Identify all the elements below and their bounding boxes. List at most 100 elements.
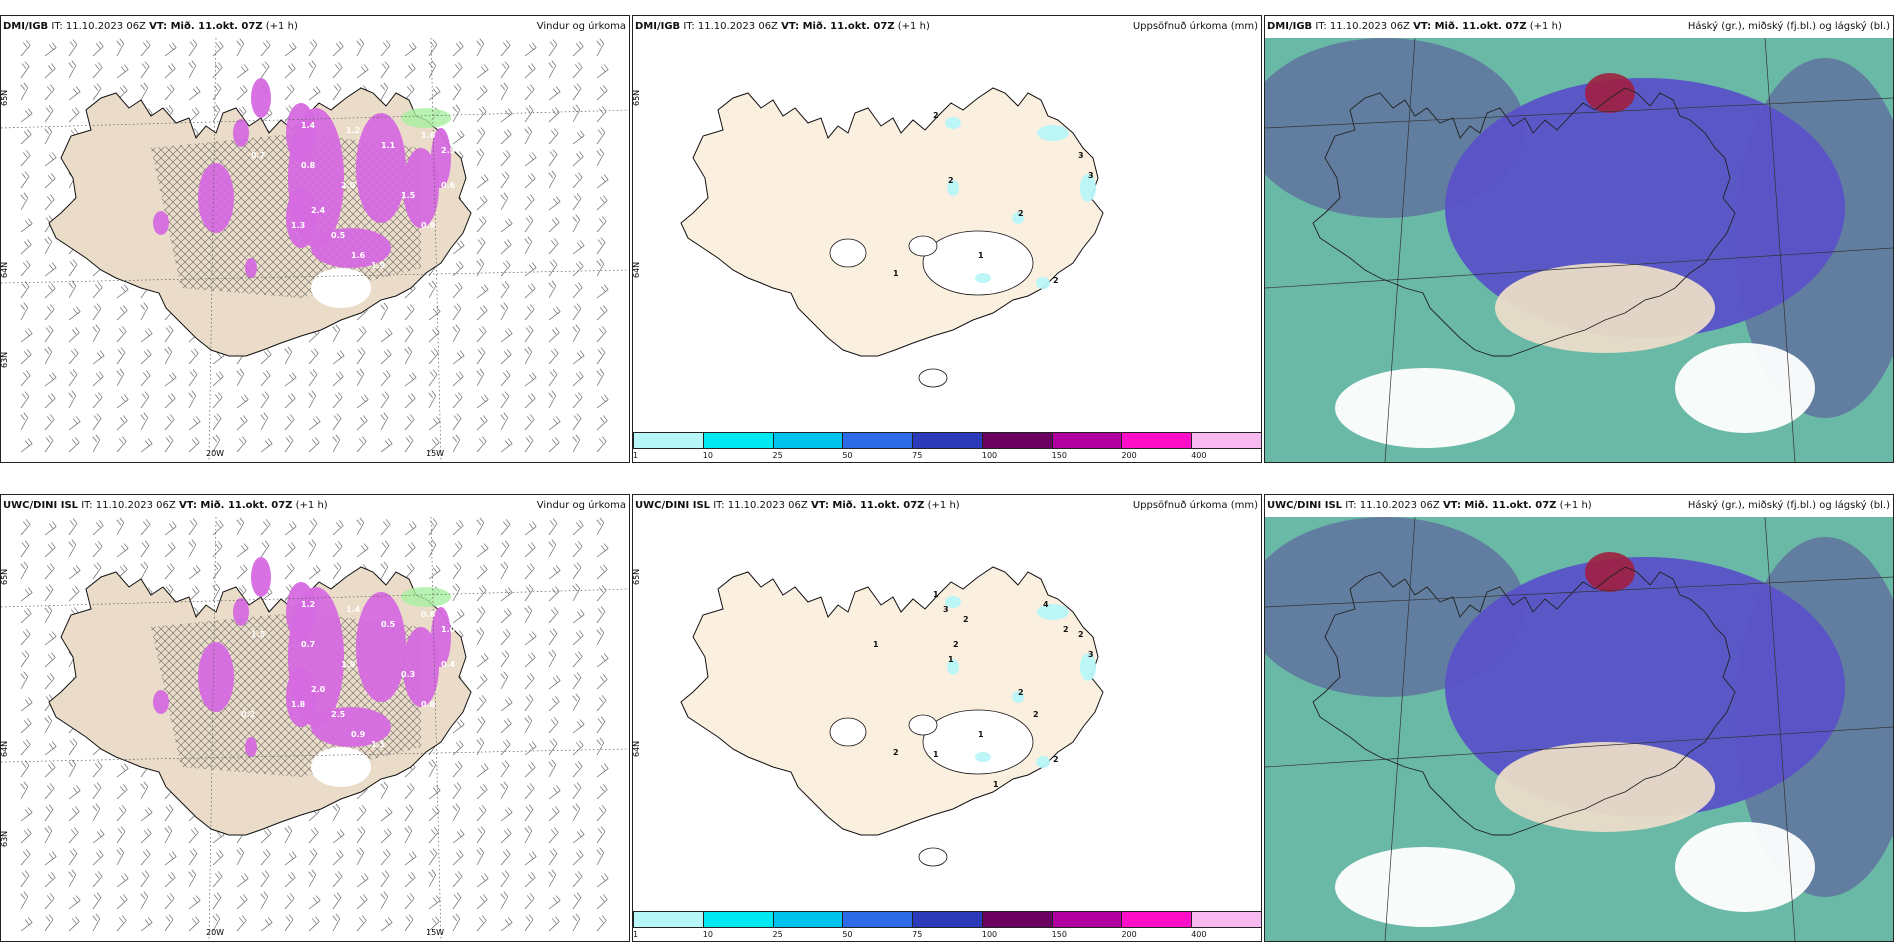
- colorbar-swatch: [1121, 432, 1193, 449]
- it-label: IT:: [683, 21, 695, 32]
- light-precip: [401, 587, 451, 607]
- accum-value-label: 1: [993, 780, 999, 789]
- accum-value-label: 2: [953, 640, 959, 649]
- panel-dmi-accum: DMI/IGB IT: 11.10.2023 06Z VT: Mið. 11.o…: [632, 15, 1262, 463]
- it-value: 11.10.2023 06Z: [1359, 500, 1440, 511]
- colorbar-tick-label: 400: [1191, 930, 1207, 939]
- precip-area: [947, 659, 959, 675]
- precip-area: [1036, 277, 1050, 289]
- grid-line: [1764, 517, 1796, 941]
- colorbar-swatch: [912, 432, 983, 449]
- precip-value-label: 1.9: [371, 261, 386, 270]
- accum-value-label: 2: [963, 615, 969, 624]
- cloud-core: [1585, 73, 1635, 113]
- precip-cell: [356, 592, 406, 702]
- precip-value-label: 0.9: [421, 221, 436, 230]
- cloud-cover-map: [1265, 517, 1893, 941]
- lat-label: 65N: [633, 90, 641, 106]
- vt-label: VT: Mið. 11.okt. 07Z: [781, 21, 895, 32]
- grid-line: [1384, 38, 1416, 462]
- colorbar-swatch: [981, 432, 1053, 449]
- model-label: UWC/DINI ISL: [3, 500, 79, 511]
- precip-value-label: 0.9: [351, 730, 366, 739]
- colorbar-tick-label: 25: [772, 451, 783, 460]
- precip-value-label: 2.0: [341, 181, 356, 190]
- clear-sky-area: [1335, 847, 1515, 927]
- precip-value-label: 1.5: [401, 191, 416, 200]
- clear-sky-area: [1335, 368, 1515, 448]
- precip-area: [1012, 691, 1024, 703]
- glacier-area: [829, 238, 867, 268]
- colorbar-tick-label: 200: [1121, 451, 1137, 460]
- snow-area: [311, 747, 371, 787]
- panel-title: Háský (gr.), miðský (fj.bl.) og lágský (…: [1687, 500, 1890, 511]
- precip-cell: [286, 582, 316, 642]
- clear-sky-area: [1675, 822, 1815, 912]
- precip-value-label: 1.4: [301, 121, 316, 130]
- colorbar-tick-label: 200: [1121, 930, 1137, 939]
- vt-suffix: (+1 h): [265, 21, 298, 32]
- accum-value-label: 2: [1018, 688, 1024, 697]
- colorbar: 1 10 25 50 75 100 150 200 400: [633, 432, 1261, 462]
- cloud-core: [1585, 552, 1635, 592]
- glacier-area: [829, 717, 867, 747]
- precip-value-label: 0.8: [421, 700, 436, 709]
- accum-value-label: 1: [933, 590, 939, 599]
- precip-area: [945, 596, 961, 608]
- iceland-coastline: [1312, 87, 1736, 357]
- grid-line: [1384, 517, 1416, 941]
- precip-cell: [245, 258, 257, 278]
- light-precip: [401, 108, 451, 128]
- cloud-cover-map: [1265, 38, 1893, 462]
- it-value: 11.10.2023 06Z: [65, 21, 146, 32]
- vt-suffix: (+1 h): [1559, 500, 1592, 511]
- it-label: IT:: [81, 500, 93, 511]
- precip-cell: [431, 128, 451, 188]
- lat-label: 65N: [1, 90, 9, 106]
- it-value: 11.10.2023 06Z: [1329, 21, 1410, 32]
- precip-value-label: 0.2: [241, 710, 255, 719]
- it-label: IT:: [713, 500, 725, 511]
- precip-value-label: 1.6: [351, 251, 366, 260]
- lat-label: 63N: [1, 352, 9, 368]
- precip-cell: [311, 707, 391, 747]
- colorbar-tick-label: 75: [912, 930, 923, 939]
- precip-cell: [233, 119, 249, 147]
- colorbar-tick-label: 1: [633, 930, 639, 939]
- glacier-area: [908, 235, 938, 257]
- lon-label: 20W: [206, 449, 224, 458]
- precip-value-label: 1.1: [381, 141, 396, 150]
- glacier-area: [922, 230, 1034, 296]
- colorbar-tick-label: 100: [981, 930, 998, 939]
- precip-value-label: 0.6: [421, 610, 436, 619]
- lon-label: 15W: [426, 449, 444, 458]
- accum-value-label: 1: [873, 640, 879, 649]
- it-value: 11.10.2023 06Z: [727, 500, 808, 511]
- colorbar-swatch: [702, 911, 774, 928]
- colorbar-tick-label: 150: [1051, 451, 1067, 460]
- it-value: 11.10.2023 06Z: [95, 500, 176, 511]
- precip-value-label: 0.8: [301, 161, 316, 170]
- precip-value-label: 1.0: [441, 625, 456, 634]
- colorbar-tick-label: 100: [981, 451, 998, 460]
- precip-cell: [245, 737, 257, 757]
- panel-dmi-wind: DMI/IGB IT: 11.10.2023 06Z VT: Mið. 11.o…: [0, 15, 630, 463]
- colorbar: 1 10 25 50 75 100 150 200 400: [633, 911, 1261, 941]
- snow-area: [311, 268, 371, 308]
- precip-value-label: 1.9: [341, 660, 356, 669]
- clear-sky-area: [1495, 742, 1715, 832]
- precip-cell: [251, 78, 271, 118]
- clear-sky-area: [1495, 263, 1715, 353]
- colorbar-tick-label: 50: [842, 930, 853, 939]
- precip-value-label: 1.3: [291, 221, 305, 230]
- accum-value-label: 1: [978, 251, 984, 260]
- lat-label: 65N: [1, 569, 9, 585]
- precip-area: [1012, 212, 1024, 224]
- precip-value-label: 1.3: [271, 590, 285, 599]
- colorbar-swatch: [912, 911, 983, 928]
- precip-value-label: 2.5: [441, 146, 456, 155]
- vt-label: VT: Mið. 11.okt. 07Z: [178, 500, 293, 511]
- precip-cell: [431, 607, 451, 667]
- colorbar-swatch: [702, 432, 774, 449]
- colorbar-swatch: [772, 432, 844, 449]
